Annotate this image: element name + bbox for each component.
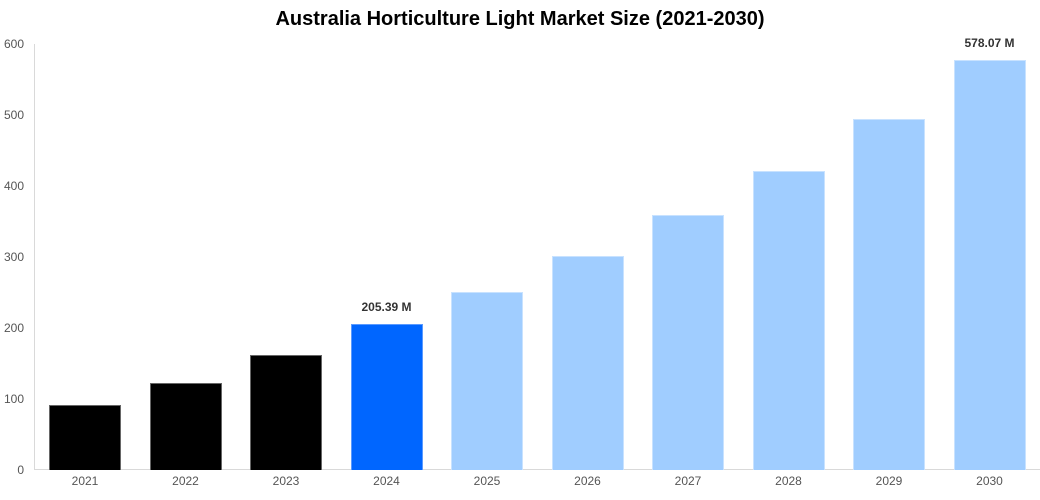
y-tick-label: 600	[3, 37, 24, 51]
bar-2023	[250, 354, 322, 470]
chart-title: Australia Horticulture Light Market Size…	[275, 8, 765, 30]
y-tick-label: 500	[3, 108, 24, 122]
bar-2026	[551, 256, 624, 470]
y-tick-label: 200	[3, 321, 24, 335]
x-tick-label: 2021	[71, 474, 99, 488]
x-tick-label: 2022	[172, 474, 199, 488]
x-tick-label: 2026	[574, 474, 601, 488]
bar-2029	[853, 119, 925, 470]
x-tick-label: 2024	[373, 474, 400, 488]
x-tick-label: 2028	[775, 474, 802, 488]
bar-2030	[953, 59, 1026, 470]
bar-2024	[350, 324, 423, 470]
x-tick-label: 2025	[473, 474, 501, 488]
bar-2025	[451, 292, 523, 470]
x-tick-label: 2030	[976, 474, 1003, 488]
x-tick-label: 2023	[272, 474, 300, 488]
x-tick-label: 2027	[674, 474, 702, 488]
data-label-2024: 205.39 M	[361, 300, 412, 315]
y-tick-label: 100	[3, 392, 24, 406]
bar-2027	[652, 215, 724, 470]
data-label-2030: 578.07 M	[964, 35, 1015, 50]
bar-2028	[752, 171, 825, 470]
y-tick-label: 0	[17, 463, 24, 477]
y-tick-label: 300	[3, 250, 24, 264]
bar-2021	[49, 405, 121, 470]
y-tick-label: 400	[3, 179, 24, 193]
x-axis-line	[34, 469, 1040, 470]
bar-2022	[149, 383, 222, 470]
x-tick-label: 2029	[875, 474, 903, 488]
plot-area: 0 100 200 300 400 500 600 205.39 M 578.07 M	[4, 36, 1040, 477]
y-axis-line	[34, 44, 35, 470]
